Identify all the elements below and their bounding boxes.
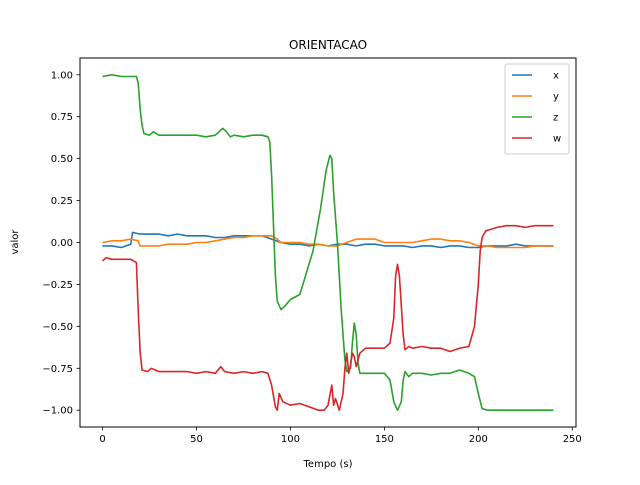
- y-tick-label: −0.75: [42, 364, 73, 375]
- y-tick-label: 0.00: [51, 238, 73, 249]
- series-line-z: [102, 74, 554, 411]
- x-tick-label: 150: [375, 434, 394, 445]
- series-layer: [101, 74, 554, 411]
- y-tick-label: −1.00: [42, 406, 73, 417]
- y-tick-label: 0.75: [51, 112, 73, 123]
- x-tick-label: 100: [281, 434, 300, 445]
- legend-label-w: w: [553, 134, 561, 145]
- y-axis-ticks: −1.00 −0.75 −0.50 −0.25 0.00 0.25 0.50 0.75 1.00: [42, 70, 80, 417]
- legend-label-y: y: [553, 92, 559, 103]
- y-tick-label: 1.00: [51, 70, 73, 81]
- x-tick-label: 50: [190, 434, 203, 445]
- x-tick-label: 250: [563, 434, 582, 445]
- legend-label-x: x: [553, 71, 559, 82]
- x-axis-ticks: 0 50 100 150 200 250: [99, 427, 582, 445]
- x-tick-label: 200: [469, 434, 488, 445]
- y-axis-label: valor: [10, 229, 21, 255]
- series-line-y: [102, 235, 554, 249]
- legend-label-z: z: [553, 113, 558, 124]
- series-line-w: [101, 224, 554, 411]
- y-tick-label: −0.50: [42, 322, 73, 333]
- x-tick-label: 0: [99, 434, 105, 445]
- y-tick-label: 0.25: [51, 196, 73, 207]
- chart-title: ORIENTACAO: [289, 38, 367, 52]
- legend-box: [504, 63, 570, 155]
- y-tick-label: 0.50: [51, 154, 73, 165]
- y-tick-label: −0.25: [42, 280, 73, 291]
- x-axis-label: Tempo (s): [303, 459, 353, 470]
